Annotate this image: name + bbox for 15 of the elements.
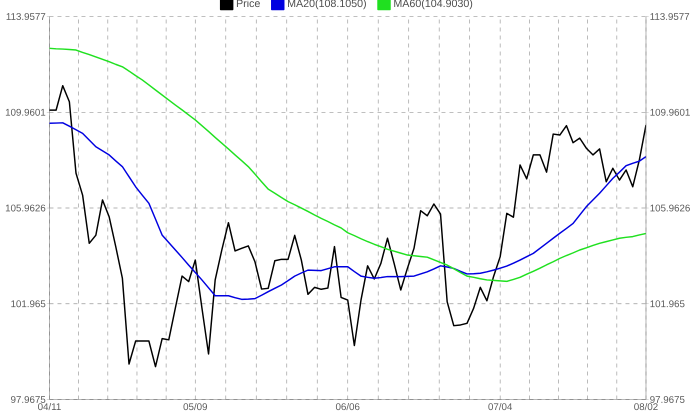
y-tick-label: 105.9626 — [6, 204, 46, 212]
y2-tick-label: 105.9626 — [650, 204, 690, 212]
y-tick-label: 97.9675 — [11, 396, 46, 403]
x-tick-label: 04/11 — [38, 402, 61, 410]
x-tick-label: 07/04 — [488, 402, 512, 410]
y2-tick-label: 109.9601 — [650, 108, 690, 116]
y-tick-label: 101.965 — [11, 300, 46, 308]
y-tick-label: 109.9601 — [6, 108, 46, 116]
y2-tick-label: 97.9675 — [650, 396, 684, 403]
y2-tick-label: 113.9577 — [650, 13, 690, 20]
x-tick-label: 06/06 — [336, 402, 360, 410]
y-tick-label: 113.9577 — [6, 13, 46, 20]
x-tick-label: 08/02 — [634, 402, 658, 410]
x-tick-label: 05/09 — [183, 402, 208, 410]
y2-tick-label: 101.965 — [650, 300, 684, 308]
